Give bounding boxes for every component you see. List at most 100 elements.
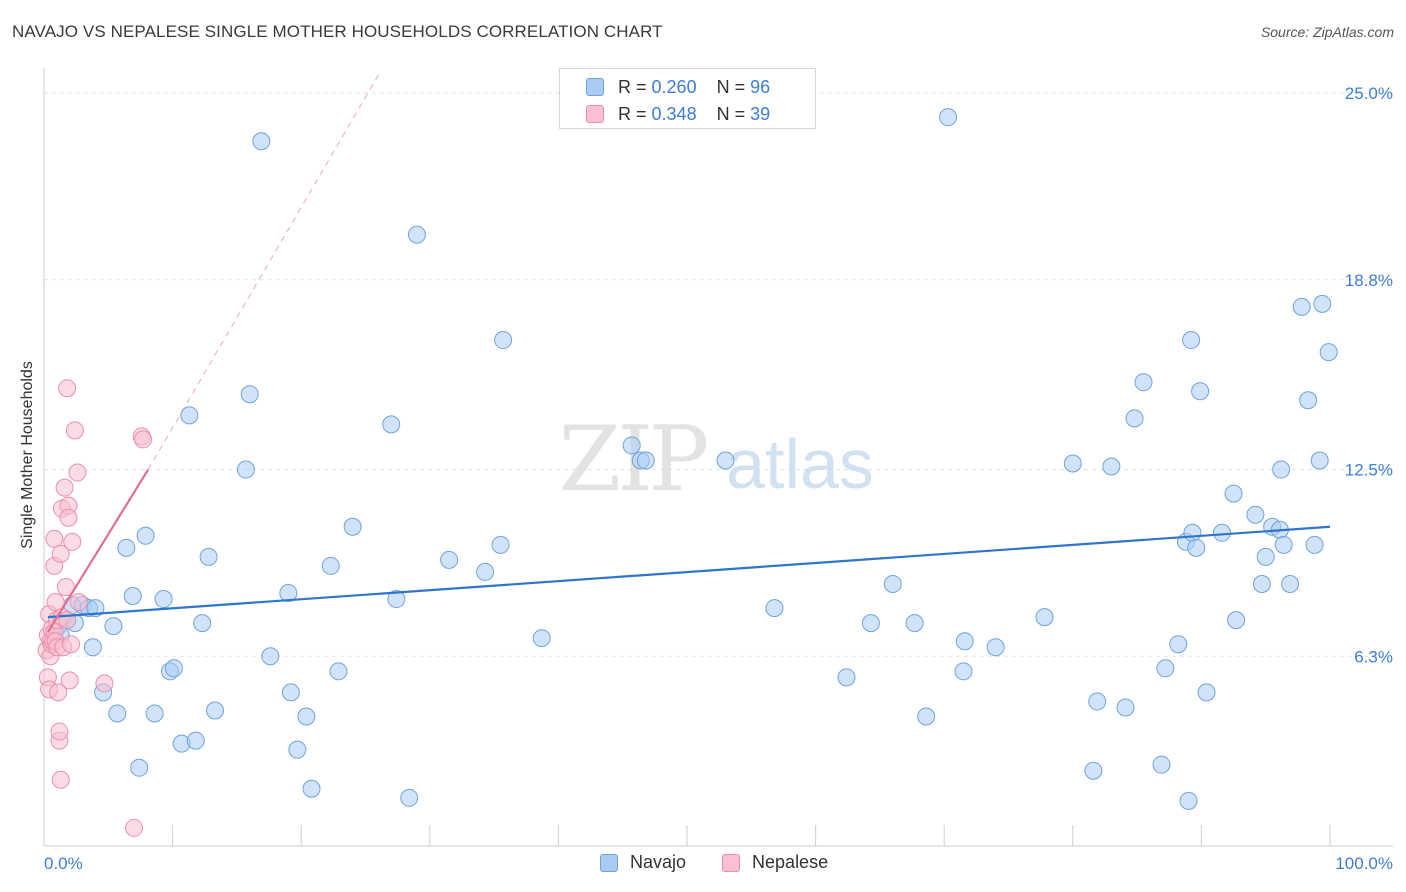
navajo-point — [206, 701, 225, 720]
r-label: R = — [618, 76, 647, 97]
navajo-point — [321, 556, 340, 575]
nepalese-point — [58, 611, 77, 630]
navajo-swatch — [586, 78, 604, 96]
navajo-point — [288, 740, 307, 759]
navajo-point — [883, 574, 902, 593]
trend-lines — [46, 74, 1331, 633]
nepalese-point — [125, 818, 144, 837]
navajo-point — [108, 704, 127, 723]
navajo-point — [279, 584, 298, 603]
n-value: 96 — [750, 76, 771, 97]
navajo-point — [716, 451, 735, 470]
nepalese-point — [95, 674, 114, 693]
navajo-point — [494, 331, 513, 350]
y-tick-label: 18.8% — [1345, 271, 1393, 290]
nepalese-legend-swatch — [722, 853, 741, 872]
navajo-point — [636, 451, 655, 470]
navajo-point — [199, 547, 218, 566]
navajo-point — [1102, 457, 1121, 476]
navajo-point — [1272, 460, 1291, 479]
navajo-point — [1183, 523, 1202, 542]
navajo-point — [329, 662, 348, 681]
r-value: 0.348 — [651, 103, 697, 124]
legend-label-navajo: Navajo — [630, 852, 687, 872]
legend-row-nepalese: R = 0.348 N = 39 — [586, 103, 770, 125]
navajo-point — [387, 590, 406, 609]
navajo-point — [861, 614, 880, 633]
nepalese-swatch — [586, 105, 604, 123]
navajo-point — [837, 668, 856, 687]
nepalese-point — [49, 683, 68, 702]
nepalese-point — [65, 421, 84, 440]
navajo-point — [491, 535, 510, 554]
correlation-legend: R = 0.260 N = 96 R = 0.348 N = 39 — [559, 68, 816, 129]
navajo-point — [1256, 547, 1275, 566]
navajo-point — [240, 385, 259, 404]
watermark: ZIP atlas — [559, 407, 874, 512]
n-value: 39 — [750, 103, 771, 124]
nepalese-point — [60, 671, 79, 690]
navajo-legend-swatch — [600, 853, 618, 872]
navajo-point — [180, 406, 199, 425]
navajo-point — [261, 647, 280, 666]
navajo-point — [1246, 505, 1265, 524]
navajo-point — [1156, 659, 1175, 678]
r-value: 0.260 — [651, 76, 697, 97]
legend-item-nepalese[interactable]: Nepalese — [722, 852, 828, 873]
navajo-point — [905, 614, 924, 633]
navajo-point — [1319, 343, 1338, 362]
navajo-point — [1252, 574, 1271, 593]
navajo-point — [236, 460, 255, 479]
navajo-point — [986, 638, 1005, 657]
gridlines — [44, 92, 1393, 657]
x-tick-label: 0.0% — [44, 854, 83, 873]
navajo-point — [1274, 535, 1293, 554]
r-label: R = — [618, 103, 647, 124]
navajo-point — [1134, 373, 1153, 392]
navajo-point — [193, 614, 212, 633]
data-points — [37, 108, 1338, 837]
navajo-point — [1179, 791, 1198, 810]
navajo-point — [1292, 297, 1311, 316]
navajo-point — [1310, 451, 1329, 470]
navajo-point — [252, 132, 271, 151]
nepalese-point — [45, 529, 64, 548]
navajo-point — [1035, 608, 1054, 627]
navajo-point — [1187, 538, 1206, 557]
navajo-point — [86, 599, 105, 618]
navajo-point — [145, 704, 164, 723]
nepalese-point — [69, 593, 88, 612]
navajo-point — [123, 587, 142, 606]
navajo-point — [382, 415, 401, 434]
navajo-point — [186, 731, 205, 750]
navajo-trend-line — [47, 525, 1331, 619]
navajo-point — [297, 707, 316, 726]
navajo-point — [1152, 755, 1171, 774]
navajo-point — [1197, 683, 1216, 702]
y-tick-label: 12.5% — [1345, 461, 1393, 480]
navajo-point — [1227, 611, 1246, 630]
x-tick-label: 100.0% — [1335, 854, 1393, 873]
x-tick-labels: 0.0% 100.0% — [44, 854, 1393, 873]
chart-title: NAVAJO VS NEPALESE SINGLE MOTHER HOUSEHO… — [12, 22, 663, 41]
series-legend: Navajo Nepalese — [600, 852, 864, 873]
navajo-point — [343, 517, 362, 536]
nepalese-point — [55, 478, 74, 497]
legend-item-navajo[interactable]: Navajo — [600, 852, 686, 873]
navajo-point — [281, 683, 300, 702]
navajo-point — [1125, 409, 1144, 428]
y-tick-label: 25.0% — [1345, 84, 1393, 103]
axes — [43, 68, 1393, 847]
navajo-point — [1088, 692, 1107, 711]
y-tick-label: 6.3% — [1354, 647, 1393, 666]
navajo-point — [917, 707, 936, 726]
nepalese-point — [68, 463, 87, 482]
navajo-point — [622, 436, 641, 455]
navajo-point — [104, 617, 123, 636]
navajo-point — [164, 659, 183, 678]
navajo-point — [130, 758, 149, 777]
navajo-point — [440, 550, 459, 569]
navajo-point — [476, 562, 495, 581]
nepalese-point — [134, 430, 153, 449]
